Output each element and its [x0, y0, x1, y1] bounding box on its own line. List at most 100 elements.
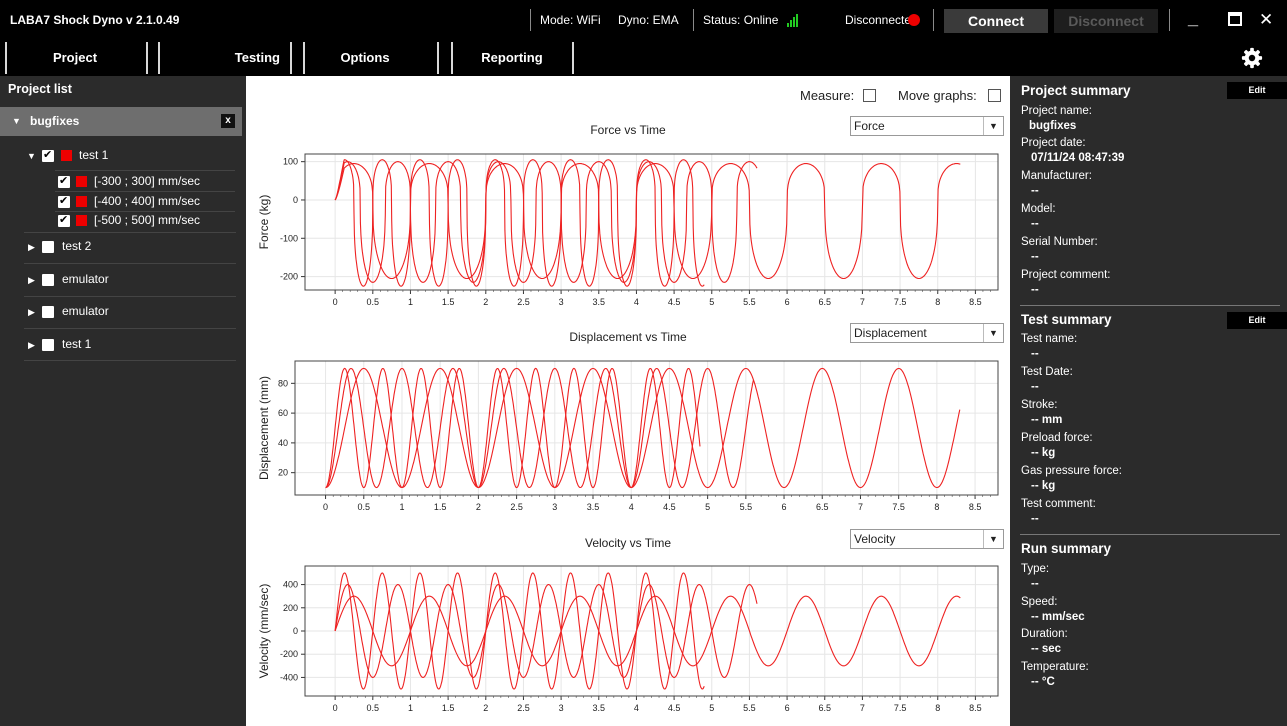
expand-triangle-icon[interactable]: ▼ [27, 151, 36, 161]
y-axis-label: Displacement (mm) [257, 376, 271, 480]
dropdown-arrow-icon[interactable]: ▼ [983, 324, 1003, 342]
x-tick-label: 2.5 [517, 297, 530, 307]
y-axis-label: Force (kg) [257, 195, 271, 250]
maximize-icon[interactable] [1228, 12, 1242, 26]
checkbox[interactable] [42, 339, 54, 351]
plot-frame [304, 565, 999, 697]
dropdown-arrow-icon[interactable]: ▼ [983, 117, 1003, 135]
x-tick-label: 3 [559, 297, 564, 307]
x-tick-label: 5 [709, 703, 714, 713]
checkbox[interactable] [42, 274, 54, 286]
x-tick-label: 5.5 [743, 297, 756, 307]
checkbox[interactable] [58, 213, 70, 227]
x-tick-label: 8.5 [969, 703, 982, 713]
y-tick-label: 100 [283, 157, 298, 167]
x-tick-label: 2 [483, 703, 488, 713]
divider [1169, 9, 1170, 31]
x-tick-label: 2.5 [510, 502, 523, 512]
field-value: -- [1031, 381, 1039, 393]
field-label: Preload force: [1021, 432, 1093, 444]
close-icon[interactable]: ✕ [1259, 10, 1274, 29]
expand-triangle-icon[interactable]: ▶ [28, 340, 35, 350]
field-label: Manufacturer: [1021, 170, 1092, 182]
project-header-bugfixes[interactable]: ▼ bugfixes x [0, 107, 242, 136]
x-tick-label: 7 [860, 703, 865, 713]
y-tick-label: 0 [293, 626, 298, 636]
chart-title: Displacement vs Time [569, 330, 687, 344]
checkbox[interactable] [58, 174, 70, 188]
divider [55, 191, 235, 192]
collapse-triangle-icon[interactable]: ▼ [12, 116, 21, 126]
connection-state: Disconnected [845, 13, 918, 27]
tab-divider [437, 42, 439, 74]
tree-item-test[interactable]: emulator [62, 304, 109, 318]
divider [1020, 305, 1280, 306]
expand-triangle-icon[interactable]: ▶ [28, 275, 35, 285]
checkbox[interactable] [58, 194, 70, 208]
edit-test-button[interactable]: Edit [1227, 312, 1287, 329]
move-graphs-checkbox[interactable] [988, 89, 1001, 102]
field-label: Stroke: [1021, 399, 1058, 411]
minimize-icon[interactable]: _ [1188, 8, 1199, 28]
series-line-3 [334, 163, 961, 280]
settings-gear-icon[interactable] [1241, 47, 1263, 69]
field-value: -- [1031, 284, 1039, 296]
divider [530, 9, 531, 31]
tab-project[interactable]: Project [52, 50, 98, 65]
force-selector[interactable]: Force ▼ [850, 116, 1004, 136]
y-tick-label: 0 [293, 195, 298, 205]
field-value: -- °C [1031, 676, 1055, 688]
connect-button[interactable]: Connect [944, 9, 1048, 33]
app-title: LABA7 Shock Dyno v 2.1.0.49 [10, 13, 180, 27]
expand-triangle-icon[interactable]: ▶ [28, 242, 35, 252]
x-tick-label: 2 [483, 297, 488, 307]
field-label: Project comment: [1021, 269, 1111, 281]
divider [55, 170, 235, 171]
tree-item-run[interactable]: [-300 ; 300] mm/sec [94, 174, 201, 188]
tree-item-test[interactable]: test 2 [62, 239, 92, 253]
x-tick-label: 7 [858, 502, 863, 512]
divider [55, 211, 235, 212]
expand-triangle-icon[interactable]: ▶ [28, 307, 35, 317]
disconnect-button[interactable]: Disconnect [1054, 9, 1158, 33]
project-list-heading: Project list [8, 82, 72, 96]
y-axis-label: Velocity (mm/sec) [257, 584, 271, 679]
tab-testing[interactable]: Testing [234, 50, 280, 65]
tree-item-test[interactable]: emulator [62, 272, 109, 286]
y-tick-label: 20 [278, 468, 288, 478]
color-swatch [76, 196, 87, 207]
measure-checkbox[interactable] [863, 89, 876, 102]
selector-value: Velocity [854, 532, 896, 546]
velocity-selector[interactable]: Velocity ▼ [850, 529, 1004, 549]
field-label: Temperature: [1021, 661, 1089, 673]
tab-reporting[interactable]: Reporting [481, 50, 543, 65]
tree-item-run[interactable]: [-400 ; 400] mm/sec [94, 194, 201, 208]
plot-frame [294, 360, 999, 496]
color-swatch [61, 150, 72, 161]
tab-divider [572, 42, 574, 74]
checkbox[interactable] [42, 241, 54, 253]
dropdown-arrow-icon[interactable]: ▼ [983, 530, 1003, 548]
tab-divider [303, 42, 305, 74]
checkbox[interactable] [42, 148, 54, 162]
field-value: -- sec [1031, 643, 1062, 655]
displacement-selector[interactable]: Displacement ▼ [850, 323, 1004, 343]
edit-project-button[interactable]: Edit [1227, 82, 1287, 99]
series-line-1 [334, 159, 705, 287]
test-summary-heading: Test summary [1021, 312, 1112, 327]
project-list-panel: Project list ▼ bugfixes x ▼ test 1 [-300… [0, 76, 246, 726]
field-label: Gas pressure force: [1021, 465, 1122, 477]
tree-item-test[interactable]: test 1 [79, 148, 109, 162]
tree-item-test[interactable]: test 1 [62, 337, 92, 351]
x-tick-label: 3.5 [593, 703, 606, 713]
velocity-chart[interactable]: 400 200 0 -200 -400 0 0.5 1 1.5 2 2.5 3 3.5 4 4.5 5 5.5 6… [246, 562, 1010, 726]
displacement-chart[interactable]: 80 60 40 20 0 0.5 1 1.5 2 2.5 3 3.5 4 4.5 5 5.5 6 6.5 7 7.5… [246, 356, 1010, 528]
field-value: bugfixes [1029, 120, 1077, 132]
checkbox[interactable] [42, 306, 54, 318]
y-tick-label: -400 [280, 672, 298, 682]
tree-item-run[interactable]: [-500 ; 500] mm/sec [94, 213, 201, 227]
x-tick-label: 4 [634, 703, 639, 713]
close-project-icon[interactable]: x [221, 114, 235, 128]
force-chart[interactable]: 100 0 -100 -200 0 0.5 1 1.5 2 2.5 3 3.5 4 4.5 5 5.5 6 6.5… [246, 150, 1010, 322]
tab-options[interactable]: Options [340, 50, 390, 65]
